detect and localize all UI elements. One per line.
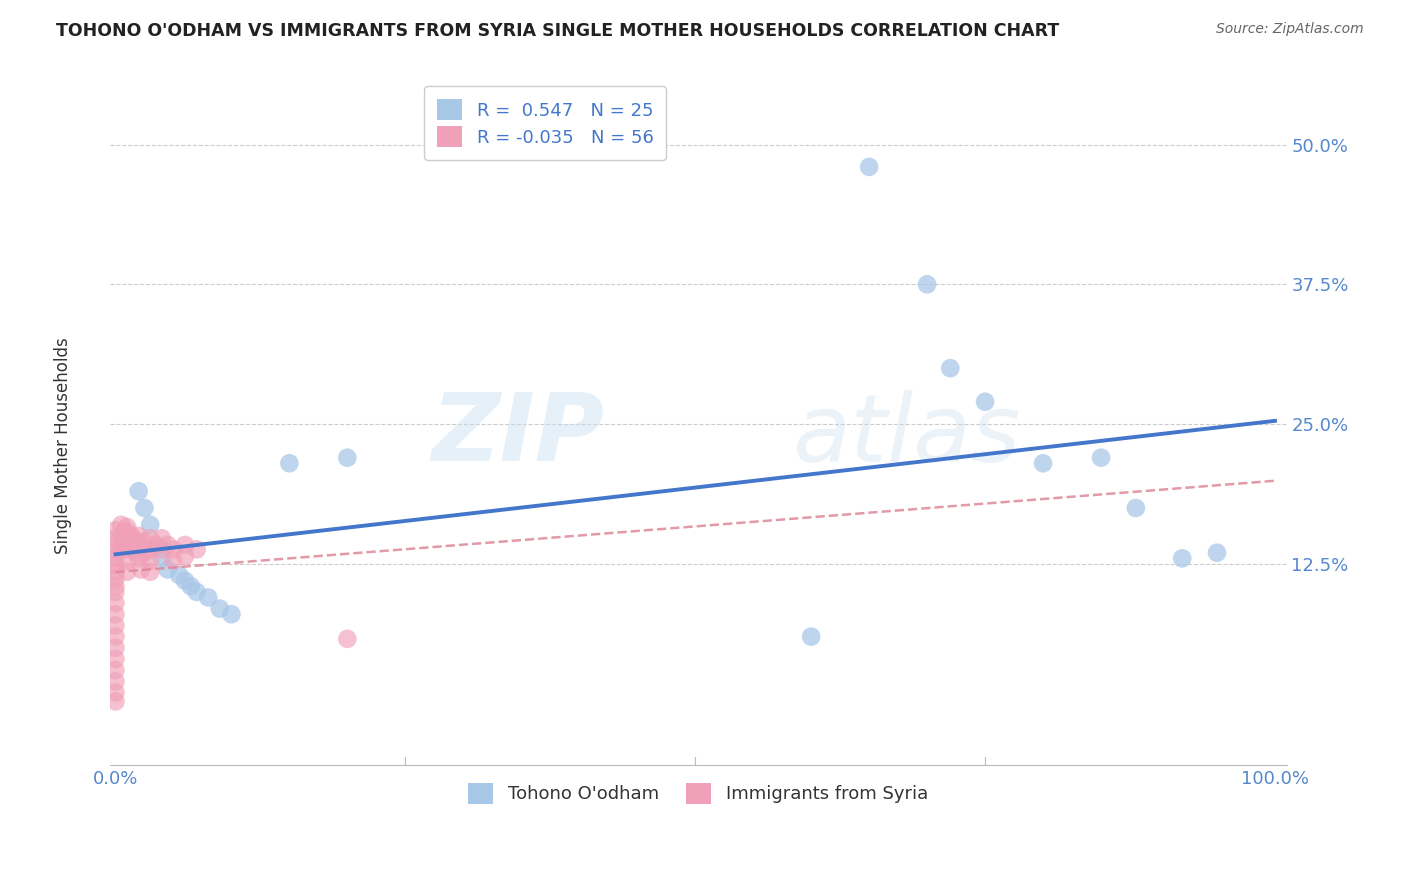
Point bbox=[174, 549, 197, 563]
Point bbox=[104, 524, 127, 538]
Point bbox=[174, 538, 197, 552]
Point bbox=[104, 674, 127, 689]
Point bbox=[1125, 500, 1147, 515]
Point bbox=[128, 551, 150, 566]
Point bbox=[1090, 450, 1112, 465]
Point bbox=[974, 394, 997, 409]
Point bbox=[150, 542, 173, 557]
Point bbox=[115, 553, 138, 567]
Point bbox=[129, 562, 152, 576]
Point bbox=[104, 558, 127, 572]
Point bbox=[104, 607, 127, 622]
Point bbox=[114, 534, 136, 549]
Point bbox=[104, 544, 127, 558]
Point bbox=[145, 540, 167, 554]
Point bbox=[104, 685, 127, 699]
Point bbox=[104, 538, 127, 552]
Point bbox=[180, 579, 202, 593]
Point bbox=[125, 534, 148, 549]
Point bbox=[104, 663, 127, 677]
Point bbox=[156, 562, 179, 576]
Point bbox=[197, 591, 219, 605]
Point bbox=[104, 596, 127, 610]
Point bbox=[110, 517, 132, 532]
Text: Single Mother Households: Single Mother Households bbox=[55, 338, 72, 554]
Legend: Tohono O'odham, Immigrants from Syria: Tohono O'odham, Immigrants from Syria bbox=[457, 772, 939, 814]
Point bbox=[128, 484, 150, 499]
Point bbox=[186, 585, 208, 599]
Point bbox=[104, 565, 127, 579]
Point bbox=[128, 540, 150, 554]
Point bbox=[110, 529, 132, 543]
Point bbox=[128, 529, 150, 543]
Point bbox=[104, 571, 127, 585]
Point bbox=[118, 538, 141, 552]
Point bbox=[162, 553, 184, 567]
Point bbox=[104, 551, 127, 566]
Point bbox=[104, 531, 127, 545]
Point bbox=[1032, 456, 1054, 470]
Point bbox=[162, 542, 184, 557]
Point bbox=[134, 546, 156, 560]
Point bbox=[221, 607, 243, 622]
Point bbox=[800, 630, 823, 644]
Point bbox=[115, 520, 138, 534]
Point bbox=[104, 585, 127, 599]
Text: atlas: atlas bbox=[792, 390, 1021, 481]
Point bbox=[915, 277, 938, 292]
Point bbox=[1171, 551, 1194, 566]
Point bbox=[115, 531, 138, 545]
Point bbox=[139, 565, 162, 579]
Point bbox=[115, 565, 138, 579]
Point bbox=[174, 574, 197, 588]
Point bbox=[134, 500, 156, 515]
Point bbox=[139, 531, 162, 545]
Point bbox=[139, 553, 162, 567]
Point bbox=[121, 542, 143, 557]
Point bbox=[134, 534, 156, 549]
Point bbox=[278, 456, 301, 470]
Text: ZIP: ZIP bbox=[432, 389, 605, 481]
Point bbox=[104, 630, 127, 644]
Point bbox=[858, 160, 880, 174]
Point bbox=[104, 579, 127, 593]
Point bbox=[114, 524, 136, 538]
Point bbox=[336, 450, 359, 465]
Point bbox=[139, 517, 162, 532]
Point bbox=[139, 542, 162, 557]
Point bbox=[118, 526, 141, 541]
Point bbox=[336, 632, 359, 646]
Point bbox=[145, 538, 167, 552]
Point bbox=[167, 568, 190, 582]
Point bbox=[104, 652, 127, 666]
Point bbox=[939, 361, 962, 376]
Point bbox=[208, 601, 231, 615]
Point bbox=[125, 546, 148, 560]
Point bbox=[121, 531, 143, 545]
Point bbox=[110, 540, 132, 554]
Text: Source: ZipAtlas.com: Source: ZipAtlas.com bbox=[1216, 22, 1364, 37]
Point bbox=[104, 640, 127, 655]
Point bbox=[186, 542, 208, 557]
Point bbox=[1206, 546, 1229, 560]
Point bbox=[150, 531, 173, 545]
Point bbox=[104, 618, 127, 632]
Point bbox=[150, 551, 173, 566]
Point bbox=[104, 694, 127, 708]
Point bbox=[115, 542, 138, 557]
Point bbox=[156, 538, 179, 552]
Text: TOHONO O'ODHAM VS IMMIGRANTS FROM SYRIA SINGLE MOTHER HOUSEHOLDS CORRELATION CHA: TOHONO O'ODHAM VS IMMIGRANTS FROM SYRIA … bbox=[56, 22, 1060, 40]
